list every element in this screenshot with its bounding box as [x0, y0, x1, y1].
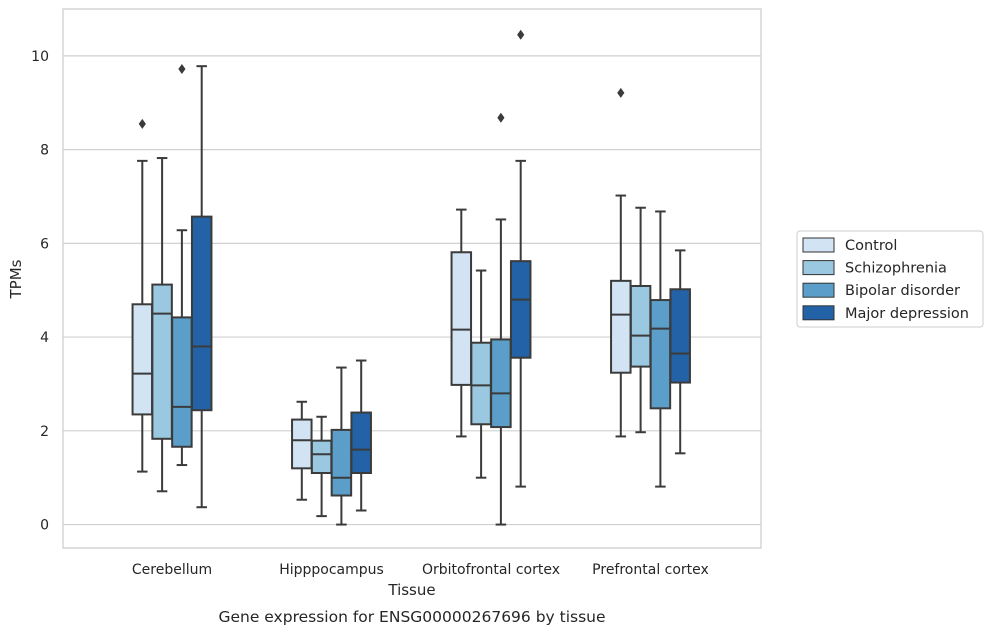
legend-frame — [796, 230, 984, 328]
box-series-group — [131, 29, 691, 526]
box-iqr — [310, 439, 333, 475]
legend-swatch — [802, 282, 835, 298]
box-prefrontal-cortex-schizophrenia — [629, 206, 652, 434]
x-axis-label: Tissue — [387, 581, 435, 599]
legend-label: Schizophrenia — [845, 261, 947, 277]
box-cerebellum-bipolar-disorder — [171, 63, 193, 467]
x-tick-label: Hipppocampus — [279, 562, 384, 578]
legend-label: Bipolar disorder — [845, 283, 960, 299]
x-tick-label: Orbitofrontal cortex — [422, 562, 560, 578]
y-tick-label: 0 — [40, 518, 49, 534]
outlier-point — [617, 87, 625, 98]
box-orbitofrontal-cortex-major-depression — [509, 29, 532, 488]
box-iqr — [330, 428, 353, 497]
legend: Control Schizophrenia Bipolar disorder Majo… — [796, 230, 984, 328]
y-axis-label: TPMs — [7, 259, 25, 299]
box-iqr — [171, 316, 193, 448]
box-iqr — [131, 303, 154, 416]
box-iqr — [350, 411, 372, 475]
y-tick-label: 8 — [40, 143, 49, 159]
x-tick-label: Cerebellum — [132, 562, 212, 578]
box-iqr — [509, 260, 532, 359]
box-prefrontal-cortex-major-depression — [669, 249, 691, 455]
y-tick-label: 10 — [31, 49, 49, 65]
box-hipppocampus-bipolar-disorder — [330, 366, 353, 526]
box-iqr — [450, 251, 473, 386]
box-orbitofrontal-cortex-bipolar-disorder — [490, 112, 512, 526]
legend-swatch — [802, 237, 835, 253]
box-iqr — [669, 288, 691, 384]
box-iqr — [610, 279, 632, 374]
box-iqr — [629, 284, 652, 368]
box-cerebellum-control — [131, 118, 154, 473]
y-tick-label: 4 — [40, 330, 49, 346]
outlier-point — [178, 63, 186, 74]
outlier-point — [138, 118, 146, 129]
box-orbitofrontal-cortex-control — [450, 208, 473, 438]
box-cerebellum-major-depression — [190, 65, 213, 509]
x-axis-tick-labels: Cerebellum Hipppocampus Orbitofrontal cort… — [132, 562, 709, 578]
legend-swatch — [802, 260, 835, 276]
legend-swatch — [802, 305, 835, 321]
legend-label: Control — [845, 238, 897, 254]
box-iqr — [190, 215, 213, 412]
y-tick-label: 2 — [40, 424, 49, 440]
box-iqr — [649, 299, 672, 410]
y-tick-label: 6 — [40, 236, 49, 252]
box-iqr — [291, 418, 313, 470]
legend-label: Major depression — [845, 306, 969, 322]
outlier-point — [497, 112, 505, 123]
plot-frame — [62, 8, 762, 549]
box-hipppocampus-major-depression — [350, 359, 372, 512]
box-iqr — [151, 283, 173, 440]
box-iqr — [470, 341, 492, 426]
chart-caption: Gene expression for ENSG00000267696 by t… — [218, 608, 605, 626]
box-iqr — [490, 338, 512, 429]
x-tick-label: Prefrontal cortex — [592, 562, 709, 578]
y-axis-tick-labels: 0 2 4 6 8 10 — [31, 49, 49, 534]
plot-area: 0 2 4 6 8 10 Cerebellum Hipppocampus Orbitofron… — [31, 8, 762, 578]
outlier-point — [517, 29, 525, 40]
